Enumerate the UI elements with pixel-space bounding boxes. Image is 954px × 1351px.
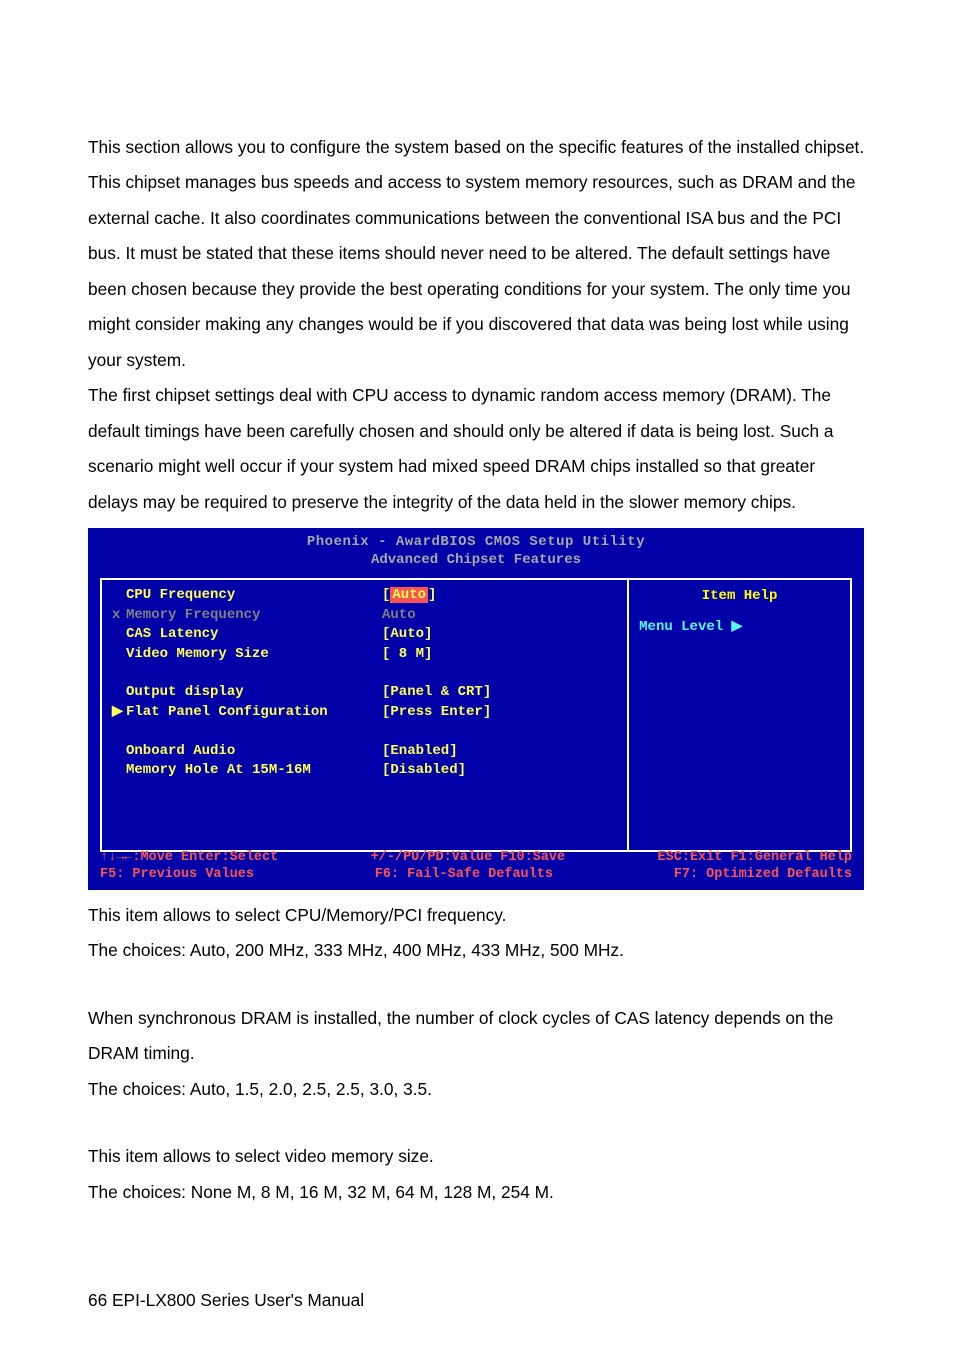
bios-footer: ↑↓→←:Move Enter:Select +/-/PU/PD:Value F…: [88, 845, 864, 890]
bios-screenshot: Phoenix - AwardBIOS CMOS Setup Utility A…: [88, 528, 864, 890]
intro-paragraph-2: The first chipset settings deal with CPU…: [88, 378, 866, 520]
audio-value: [Enabled]: [382, 742, 458, 762]
cas-choices: The choices: Auto, 1.5, 2.0, 2.5, 2.5, 3…: [88, 1072, 866, 1107]
footer-f6: F6: Fail-Safe Defaults: [375, 866, 553, 884]
bios-panels: CPU Frequency [Auto] xMemory Frequency A…: [88, 572, 864, 852]
bios-row-output: Output display [Panel & CRT]: [112, 683, 617, 703]
intro-paragraph-1: This section allows you to configure the…: [88, 130, 866, 378]
vid-mem-value: [ 8 M]: [382, 645, 432, 665]
video-mem-desc: This item allows to select video memory …: [88, 1139, 866, 1174]
cpu-freq-desc: This item allows to select CPU/Memory/PC…: [88, 898, 866, 933]
bios-row-mem-freq: xMemory Frequency Auto: [112, 606, 617, 626]
footer-exit: ESC:Exit F1:General Help: [658, 849, 852, 867]
footer-value: +/-/PU/PD:Value F10:Save: [371, 849, 565, 867]
output-value: [Panel & CRT]: [382, 683, 491, 703]
cpu-freq-label: CPU Frequency: [126, 587, 235, 603]
video-mem-choices: The choices: None M, 8 M, 16 M, 32 M, 64…: [88, 1175, 866, 1210]
flat-panel-value: [Press Enter]: [382, 703, 491, 723]
bios-row-video-mem: Video Memory Size [ 8 M]: [112, 645, 617, 665]
page-footer: 66 EPI-LX800 Series User's Manual: [88, 1290, 866, 1311]
bios-row-flat-panel: ▶Flat Panel Configuration [Press Enter]: [112, 703, 617, 723]
bios-right-panel: Item Help Menu Level ▶: [627, 578, 852, 852]
footer-f5: F5: Previous Values: [100, 866, 254, 884]
bios-row-cas-latency: CAS Latency [Auto]: [112, 625, 617, 645]
mem-hole-label: Memory Hole At 15M-16M: [126, 762, 311, 778]
mem-freq-label: Memory Frequency: [126, 607, 260, 623]
vid-mem-label: Video Memory Size: [126, 646, 269, 662]
mem-freq-value: Auto: [382, 606, 416, 626]
output-label: Output display: [126, 684, 244, 700]
audio-label: Onboard Audio: [126, 743, 235, 759]
flat-panel-label: Flat Panel Configuration: [126, 704, 328, 720]
bios-left-panel: CPU Frequency [Auto] xMemory Frequency A…: [100, 578, 627, 852]
cas-value: [Auto]: [382, 625, 432, 645]
cas-label: CAS Latency: [126, 626, 218, 642]
bios-row-cpu-freq: CPU Frequency [Auto]: [112, 586, 617, 606]
mem-hole-value: [Disabled]: [382, 761, 466, 781]
bios-title: Phoenix - AwardBIOS CMOS Setup Utility: [88, 528, 864, 552]
footer-f7: F7: Optimized Defaults: [674, 866, 852, 884]
menu-level: Menu Level ▶: [639, 618, 840, 635]
footer-move: ↑↓→←:Move Enter:Select: [100, 849, 278, 867]
cpu-freq-choices: The choices: Auto, 200 MHz, 333 MHz, 400…: [88, 933, 866, 968]
bios-subtitle: Advanced Chipset Features: [88, 552, 864, 572]
bios-row-mem-hole: Memory Hole At 15M-16M [Disabled]: [112, 761, 617, 781]
item-help-title: Item Help: [639, 586, 840, 618]
bios-row-audio: Onboard Audio [Enabled]: [112, 742, 617, 762]
cas-desc: When synchronous DRAM is installed, the …: [88, 1001, 866, 1072]
cpu-freq-value: [Auto]: [382, 586, 436, 606]
